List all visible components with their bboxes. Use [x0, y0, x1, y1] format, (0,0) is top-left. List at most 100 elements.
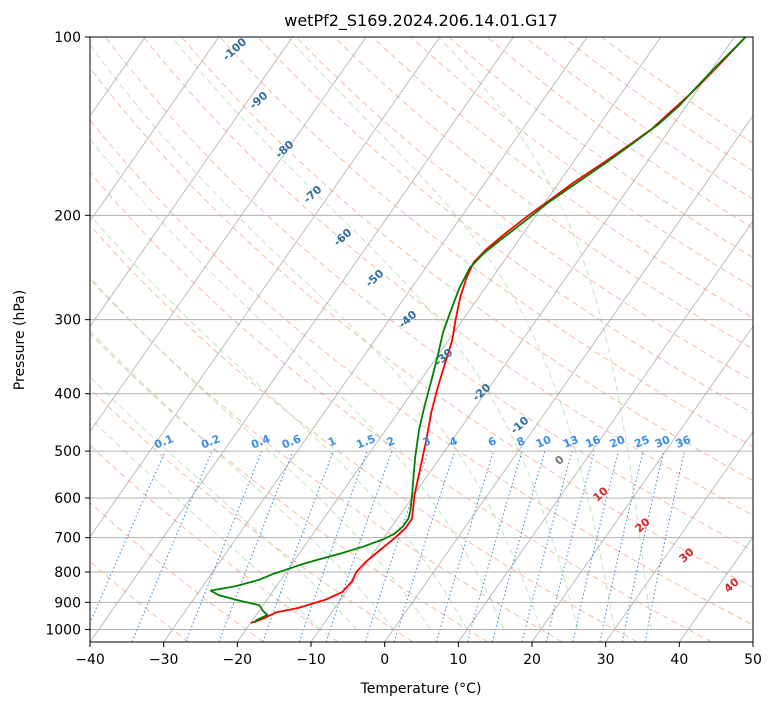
- dry-adiabat: [90, 332, 488, 642]
- dry-adiabat-label: -60: [331, 226, 355, 249]
- y-tick-label: 200: [54, 208, 81, 224]
- isotherm-line: [90, 37, 514, 642]
- isotherm-line: [90, 37, 367, 433]
- mixing-ratio-line: [467, 450, 523, 642]
- dry-adiabat: [410, 37, 753, 289]
- moist-adiabat: [90, 138, 505, 630]
- dry-adiabat: [295, 37, 753, 382]
- x-tick-label: 10: [449, 652, 467, 668]
- y-tick-label: 1000: [45, 622, 81, 638]
- mixing-ratio-label: 6: [486, 434, 498, 449]
- mixing-ratio-line: [572, 450, 620, 642]
- dry-adiabat-label: -50: [363, 267, 387, 290]
- mixing-ratio-line: [218, 450, 294, 642]
- plot-frame: [89, 36, 754, 643]
- moist-adiabat: [90, 214, 468, 630]
- isotherm-line: [237, 37, 662, 642]
- profile-traces: [209, 37, 747, 624]
- mixing-ratio-line: [599, 450, 644, 642]
- mixing-ratio-label: 0.6: [280, 432, 303, 451]
- mixing-ratio-line: [364, 450, 429, 642]
- y-tick-label: 400: [54, 387, 81, 403]
- moist-adiabat: [171, 37, 579, 630]
- dry-adiabat-label: -10: [508, 414, 532, 437]
- mixing-ratio-label: 8: [515, 434, 527, 449]
- mixing-ratio-label: 0.2: [199, 432, 222, 451]
- isotherm-line: [384, 115, 753, 642]
- isotherm-line: [163, 37, 588, 642]
- pressure-gridlines: [90, 36, 753, 630]
- mixing-ratio-line: [435, 450, 495, 642]
- mixing-ratio-label: 1: [326, 434, 338, 449]
- dry-adiabat: [448, 37, 753, 259]
- moist-adiabat: [90, 329, 394, 630]
- dry-adiabat: [219, 37, 753, 448]
- dry-adiabat: [90, 67, 753, 588]
- dry-adiabat: [90, 502, 264, 642]
- dry-adiabat: [90, 171, 712, 642]
- mixing-ratio-label: 13: [561, 433, 580, 451]
- x-tick-label: 50: [744, 652, 762, 668]
- mixing-ratio-label: 1.5: [354, 432, 377, 451]
- dry-adiabat: [333, 37, 753, 350]
- dry-adiabat: [257, 37, 753, 414]
- mixing-ratio-line: [262, 450, 334, 642]
- x-tick-label: −10: [296, 652, 326, 668]
- mixing-ratio-label: 10: [534, 433, 553, 451]
- isotherm-line: [90, 37, 441, 538]
- dewpoint-trace: [209, 37, 747, 624]
- isotherm-line: [605, 430, 753, 642]
- y-tick-label: 700: [54, 531, 81, 547]
- dry-adiabat-label: 10: [591, 484, 611, 504]
- dry-adiabat-label: 20: [633, 515, 653, 535]
- mixing-ratio-line: [298, 450, 368, 642]
- mixing-ratio-label: 20: [608, 433, 627, 451]
- isotherm-line: [752, 641, 753, 642]
- x-tick-label: 20: [523, 652, 541, 668]
- moist-adiabat: [90, 375, 357, 630]
- mixing-ratio-line: [185, 450, 263, 642]
- dry-adiabat-label: -90: [247, 89, 271, 112]
- isotherm-line: [310, 37, 735, 642]
- x-tick-label: −20: [223, 652, 253, 668]
- dry-adiabat: [90, 560, 190, 642]
- mixing-ratio-label: 30: [653, 433, 672, 451]
- isotherm-line: [531, 325, 753, 642]
- moist-adiabat: [90, 417, 321, 630]
- mixing-ratio-label: 16: [583, 433, 602, 451]
- mixing-ratio-line: [393, 450, 456, 642]
- x-tick-label: 30: [597, 652, 615, 668]
- mixing-ratio-label: 25: [632, 433, 651, 451]
- y-tick-label: 600: [54, 491, 81, 507]
- dry-adiabat: [90, 444, 339, 642]
- mixing-ratio-label: 0.1: [152, 432, 175, 451]
- y-tick-label: 300: [54, 313, 81, 329]
- x-tick-label: 0: [380, 652, 389, 668]
- moist-adiabat: [287, 37, 615, 630]
- x-tick-label: −40: [75, 652, 105, 668]
- y-tick-label: 900: [54, 595, 81, 611]
- chart-title: wetPf2_S169.2024.206.14.01.G17: [284, 11, 558, 31]
- moist-adiabat: [438, 37, 652, 630]
- mixing-ratio-label: 4: [448, 434, 460, 449]
- dry-adiabat-label: 0: [552, 453, 567, 468]
- dry-adiabat-label: 40: [722, 575, 742, 595]
- dry-adiabat-label: -20: [470, 381, 494, 404]
- mixing-ratio-line: [545, 450, 595, 642]
- mixing-ratio-line: [644, 450, 685, 642]
- mixing-ratio-line: [521, 450, 573, 642]
- y-tick-label: 500: [54, 444, 81, 460]
- axis-ticks: −40 −30 −20 −10 0 10 20 30 40 5010020030040050060…: [45, 30, 762, 668]
- mixing-ratio-label: 2: [385, 434, 397, 449]
- dry-adiabat: [372, 37, 753, 319]
- y-tick-label: 800: [54, 565, 81, 581]
- mixing-ratio-line: [325, 450, 393, 642]
- isotherm-line: [90, 37, 220, 222]
- y-tick-label: 100: [54, 30, 81, 46]
- dry-adiabat-label: -70: [301, 183, 325, 206]
- moist-adiabat: [90, 276, 431, 630]
- dry-adiabat: [90, 224, 638, 642]
- line-labels: 0.1 0.2 0.4 0.6 1 1.5 2 3 4 6 8 10 13 16 20 25 30 36-100-…: [152, 35, 742, 595]
- mixing-ratio-label: 0.4: [249, 432, 272, 451]
